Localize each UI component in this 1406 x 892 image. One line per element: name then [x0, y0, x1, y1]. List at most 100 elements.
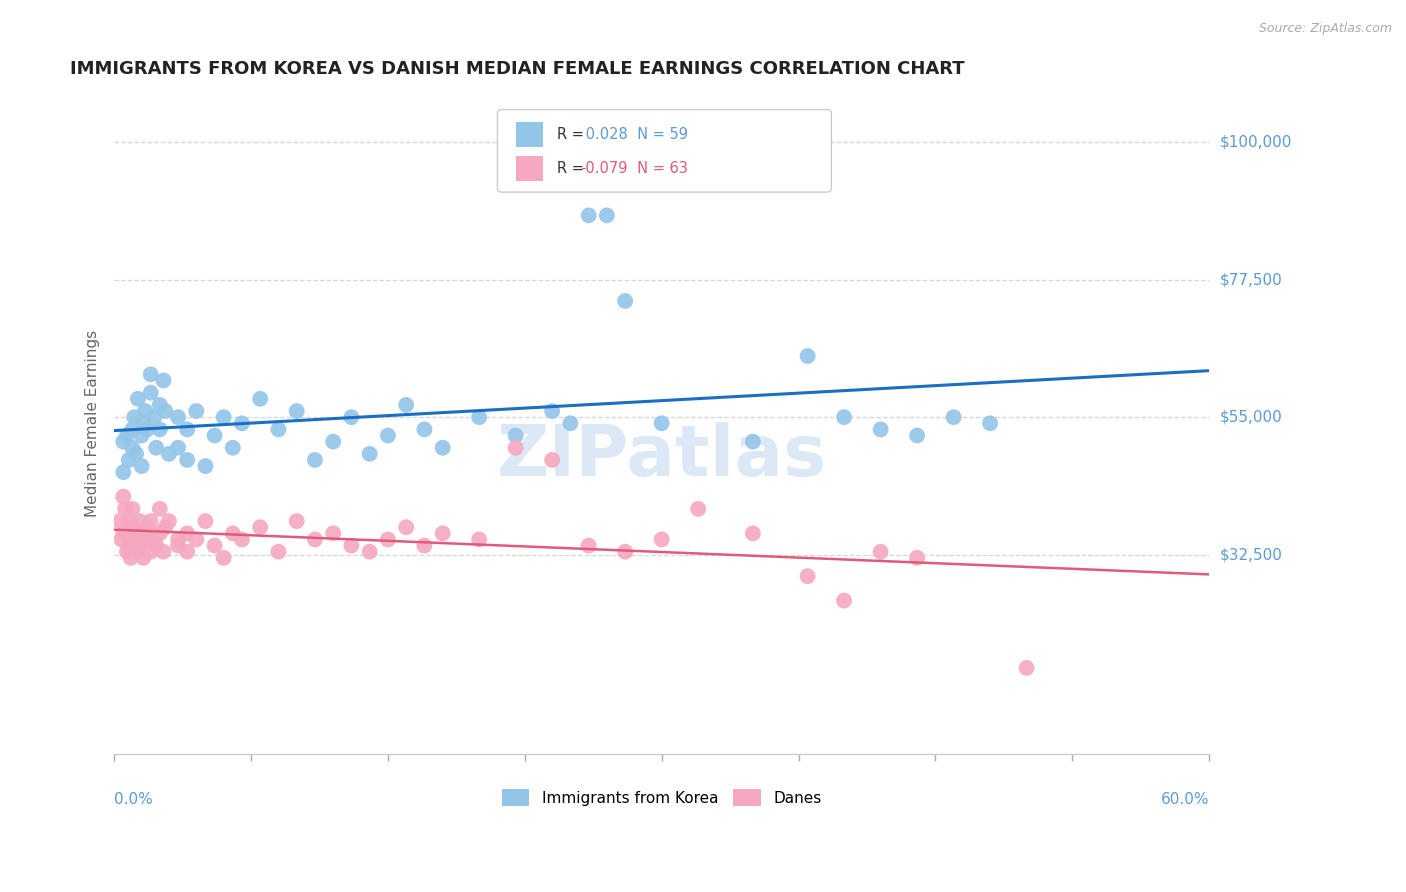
Point	[131, 526, 153, 541]
Point	[651, 533, 673, 547]
Bar	[516, 122, 543, 147]
Point	[285, 404, 308, 418]
Point	[222, 441, 245, 455]
Point	[139, 545, 162, 559]
Point	[118, 539, 141, 553]
Text: 0.028: 0.028	[581, 127, 627, 142]
Point	[578, 539, 600, 553]
Point	[468, 410, 491, 425]
Point	[942, 410, 965, 425]
Point	[131, 459, 153, 474]
Point	[132, 550, 155, 565]
Point	[359, 545, 381, 559]
Point	[304, 453, 326, 467]
Point	[832, 410, 855, 425]
Point	[121, 520, 143, 534]
Point	[176, 422, 198, 436]
Point	[176, 526, 198, 541]
Point	[112, 526, 135, 541]
Point	[340, 410, 363, 425]
Point	[377, 428, 399, 442]
Point	[114, 502, 136, 516]
Point	[122, 533, 145, 547]
Point	[157, 514, 180, 528]
Point	[167, 410, 190, 425]
Point	[149, 526, 172, 541]
Text: IMMIGRANTS FROM KOREA VS DANISH MEDIAN FEMALE EARNINGS CORRELATION CHART: IMMIGRANTS FROM KOREA VS DANISH MEDIAN F…	[70, 60, 965, 78]
Point	[905, 428, 928, 442]
Point	[118, 453, 141, 467]
Point	[212, 410, 235, 425]
Point	[136, 520, 159, 534]
Point	[285, 514, 308, 528]
Point	[149, 502, 172, 516]
Point	[127, 545, 149, 559]
Point	[905, 550, 928, 565]
Text: $100,000: $100,000	[1220, 135, 1292, 150]
Point	[155, 404, 177, 418]
Point	[149, 422, 172, 436]
Text: R =: R =	[557, 127, 588, 142]
Point	[176, 545, 198, 559]
Point	[145, 441, 167, 455]
Point	[121, 422, 143, 436]
Text: 0.0%: 0.0%	[114, 792, 153, 807]
Point	[1015, 661, 1038, 675]
Point	[131, 539, 153, 553]
Point	[139, 514, 162, 528]
Point	[157, 447, 180, 461]
Point	[139, 368, 162, 382]
Point	[614, 545, 637, 559]
Y-axis label: Median Female Earnings: Median Female Earnings	[86, 330, 100, 516]
Point	[249, 392, 271, 406]
Point	[377, 533, 399, 547]
Legend: Immigrants from Korea, Danes: Immigrants from Korea, Danes	[496, 783, 828, 812]
Text: N = 59: N = 59	[627, 127, 688, 142]
Point	[155, 520, 177, 534]
Text: $32,500: $32,500	[1220, 548, 1284, 562]
Point	[167, 441, 190, 455]
Point	[322, 434, 344, 449]
Text: $55,000: $55,000	[1220, 409, 1282, 425]
Point	[505, 441, 527, 455]
Text: $77,500: $77,500	[1220, 272, 1282, 287]
Point	[505, 428, 527, 442]
Point	[869, 422, 891, 436]
Text: 60.0%: 60.0%	[1160, 792, 1209, 807]
Point	[204, 428, 226, 442]
Text: -0.079: -0.079	[581, 161, 628, 176]
Point	[143, 533, 166, 547]
Point	[432, 526, 454, 541]
Point	[869, 545, 891, 559]
Point	[322, 526, 344, 541]
Point	[395, 520, 418, 534]
Point	[413, 422, 436, 436]
Point	[121, 441, 143, 455]
Point	[267, 422, 290, 436]
Point	[125, 447, 148, 461]
Point	[231, 417, 253, 431]
Point	[132, 417, 155, 431]
Point	[118, 514, 141, 528]
Point	[120, 550, 142, 565]
Text: R =: R =	[557, 161, 588, 176]
Point	[128, 514, 150, 528]
Point	[741, 526, 763, 541]
Point	[127, 392, 149, 406]
Point	[560, 417, 582, 431]
Point	[122, 410, 145, 425]
Point	[186, 404, 208, 418]
Point	[413, 539, 436, 553]
Bar	[516, 156, 543, 181]
Point	[112, 434, 135, 449]
Point	[143, 410, 166, 425]
Point	[212, 550, 235, 565]
Point	[541, 453, 564, 467]
Point	[186, 533, 208, 547]
Point	[125, 526, 148, 541]
Point	[131, 428, 153, 442]
Point	[578, 208, 600, 222]
Point	[121, 502, 143, 516]
Point	[167, 539, 190, 553]
Point	[134, 533, 156, 547]
